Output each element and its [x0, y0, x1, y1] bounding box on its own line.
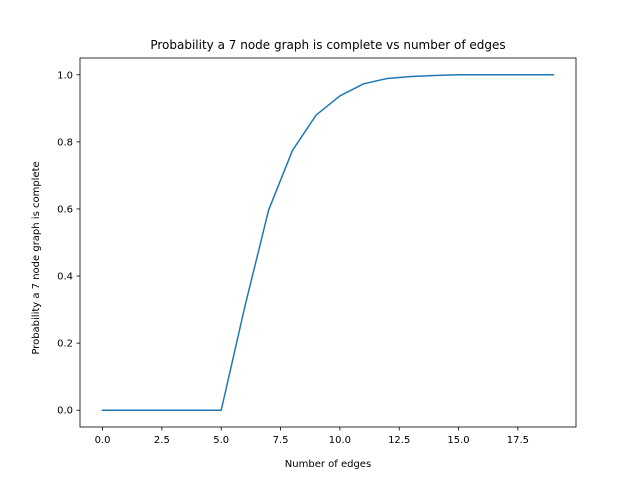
y-tick-label: 0.4 [57, 272, 73, 283]
x-tick-label: 5.0 [213, 435, 229, 446]
x-tick-label: 17.5 [507, 435, 529, 446]
y-tick-label: 0.8 [57, 137, 73, 148]
y-axis-label: Probability a 7 node graph is complete [31, 161, 42, 354]
axes-frame [79, 57, 577, 428]
x-tick-label: 12.5 [388, 435, 410, 446]
series-line-0 [101, 74, 555, 411]
x-tick-label: 0.0 [95, 435, 111, 446]
x-tick-label: 2.5 [154, 435, 170, 446]
x-tick-label: 7.5 [273, 435, 289, 446]
x-tick-label: 15.0 [447, 435, 469, 446]
y-tick-label: 0.2 [57, 339, 73, 350]
chart-title: Probability a 7 node graph is complete v… [150, 38, 505, 52]
x-axis-label: Number of edges [285, 459, 371, 470]
x-tick-label: 10.0 [329, 435, 351, 446]
plot-area: 0.0 2.5 5.0 7.5 10.0 12.5 15.0 17.5 0.0 0.2 0.4 0.6… [57, 57, 577, 446]
y-tick-label: 0.0 [57, 406, 73, 417]
y-tick-label: 1.0 [57, 70, 73, 81]
y-tick-label: 0.6 [57, 204, 73, 215]
